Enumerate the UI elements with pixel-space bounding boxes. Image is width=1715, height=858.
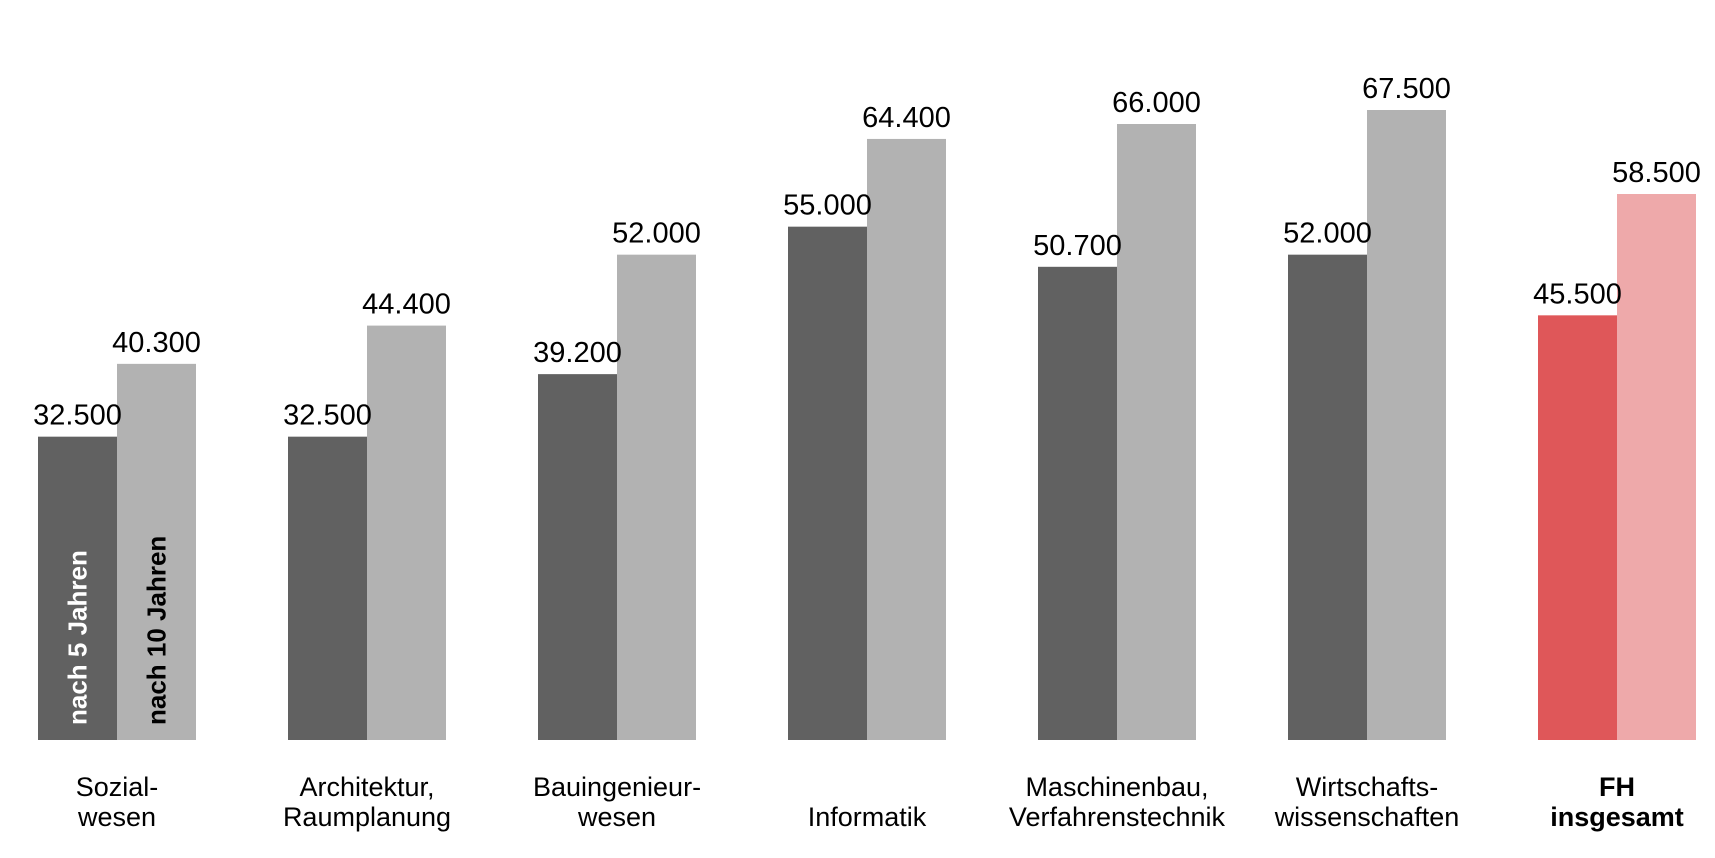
category-label: Architektur, Raumplanung (283, 772, 451, 832)
value-label: 39.200 (533, 337, 622, 369)
value-label: 32.500 (283, 400, 372, 432)
bar-series1-cat3 (788, 226, 867, 740)
legend-label-series2: nach 10 Jahren (142, 536, 172, 725)
bars-layer (38, 110, 1696, 740)
value-label: 52.000 (612, 218, 701, 250)
category-label: Maschinenbau, Verfahrenstechnik (1009, 772, 1226, 832)
category-label: Bauingenieur-wesen (533, 772, 701, 832)
legend-label-series1: nach 5 Jahren (63, 550, 93, 725)
category-labels-layer: Sozial-wesen Architektur, Raumplanung Bauin… (76, 772, 1684, 832)
bar-series2-cat4 (1117, 124, 1196, 740)
bar-series1-cat6 (1538, 315, 1617, 740)
value-label: 67.500 (1362, 73, 1451, 105)
legend-layer: nach 5 Jahren nach 10 Jahren (63, 536, 172, 725)
bar-series2-cat6 (1617, 194, 1696, 740)
value-label: 40.300 (112, 327, 201, 359)
bar-series1-cat4 (1038, 266, 1117, 740)
category-label: Sozial-wesen (76, 772, 159, 832)
value-label: 32.500 (33, 400, 122, 432)
value-label: 58.500 (1612, 157, 1701, 189)
bar-series1-cat5 (1288, 254, 1367, 740)
category-label: FH insgesamt (1550, 772, 1684, 832)
value-label: 50.700 (1033, 230, 1122, 262)
bar-series1-cat2 (538, 374, 617, 740)
bar-series2-cat3 (867, 138, 946, 740)
bar-series2-cat0 (117, 363, 196, 740)
bar-series1-cat0 (38, 436, 117, 740)
bar-series2-cat5 (1367, 110, 1446, 740)
value-label: 64.400 (862, 102, 951, 134)
category-label: Informatik (808, 802, 927, 832)
bar-series2-cat2 (617, 254, 696, 740)
value-label: 44.400 (362, 289, 451, 321)
value-label: 45.500 (1533, 278, 1622, 310)
value-label: 66.000 (1112, 87, 1201, 119)
value-label: 55.000 (783, 190, 872, 222)
bar-series2-cat1 (367, 325, 446, 740)
value-labels-layer: 32.500 40.300 32.500 44.400 39.200 52.000 55.0… (33, 73, 1701, 432)
bar-series1-cat1 (288, 436, 367, 740)
category-label: Wirtschafts-wissenschaften (1274, 772, 1460, 832)
value-label: 52.000 (1283, 218, 1372, 250)
